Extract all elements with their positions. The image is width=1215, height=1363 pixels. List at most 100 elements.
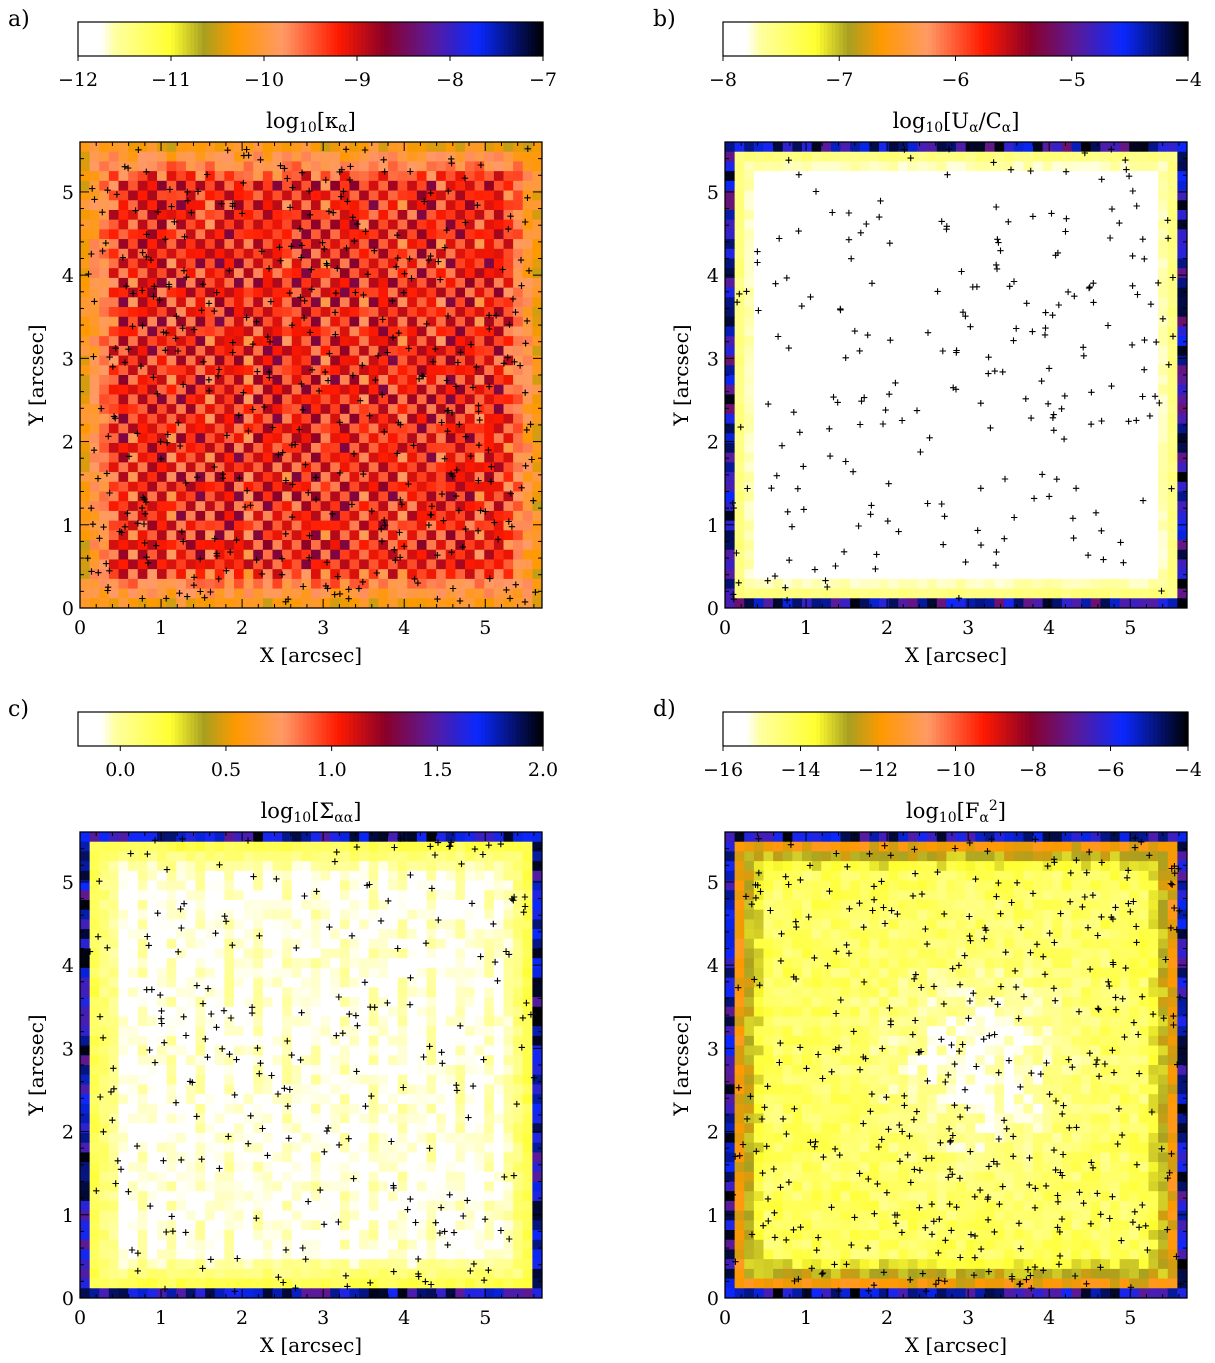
panel-a-heatmap-cell	[243, 501, 254, 512]
panel-b-heatmap-cell	[984, 200, 996, 211]
panel-a-heatmap-cell	[426, 336, 437, 347]
panel-a-heatmap-cell	[522, 229, 533, 240]
panel-a-heatmap-cell	[147, 229, 158, 240]
panel-a-heatmap-cell	[378, 268, 389, 279]
panel-b-heatmap-cell	[1023, 481, 1034, 492]
panel-a-heatmap-cell	[416, 277, 428, 289]
panel-a-heatmap-cell	[214, 404, 225, 415]
panel-a-heatmap-cell	[388, 316, 399, 327]
panel-b-heatmap-cell	[830, 442, 842, 454]
panel-a-heatmap-cell	[147, 491, 158, 502]
panel-a-heatmap-cell	[532, 200, 543, 211]
panel-a-heatmap-cell	[465, 530, 476, 541]
panel-b-heatmap-cell	[879, 336, 890, 347]
panel-b-heatmap-cell	[811, 248, 822, 259]
panel-a-heatmap-cell	[166, 404, 177, 415]
panel-b-heatmap-cell	[1167, 394, 1178, 405]
panel-b-heatmap-cell	[1119, 200, 1130, 211]
panel-a-heatmap-cell	[301, 501, 312, 512]
panel-a-plus-marker	[223, 567, 230, 574]
panel-a-heatmap-cell	[532, 229, 543, 240]
panel-b-heatmap-cell	[1061, 190, 1073, 201]
panel-b-heatmap-cell	[830, 462, 842, 473]
panel-a-plus-marker	[332, 331, 339, 338]
panel-a-heatmap-cell	[128, 365, 139, 376]
panel-b-heatmap-cell	[859, 142, 870, 153]
panel-a-heatmap-cell	[378, 510, 389, 522]
panel-b-heatmap-cell	[1071, 394, 1082, 405]
panel-a-heatmap-cell	[291, 161, 302, 172]
panel-b-heatmap-cell	[763, 423, 774, 434]
panel-b-heatmap-cell	[1138, 258, 1150, 269]
panel-a-heatmap-cell	[311, 248, 322, 259]
panel-b-heatmap-cell	[1119, 142, 1130, 153]
panel-b-heatmap-cell	[840, 142, 851, 153]
panel-a-plus-marker	[486, 325, 493, 333]
panel-b-heatmap-cell	[965, 355, 976, 366]
panel-a-heatmap-cell	[436, 268, 447, 279]
panel-b-title: log10[Uα/Cα]	[893, 109, 1020, 136]
panel-b-colorbar-swatch	[901, 22, 906, 56]
panel-b-heatmap-cell	[936, 239, 947, 250]
panel-a-heatmap-cell	[455, 307, 466, 318]
panel-b-colorbar-swatch	[746, 22, 751, 56]
panel-b-heatmap-cell	[859, 365, 870, 376]
panel-b-heatmap-cell	[1013, 442, 1024, 454]
panel-a-plus-marker	[336, 419, 343, 426]
panel-b-heatmap-cell	[1033, 209, 1044, 221]
panel-b-heatmap-cell	[1033, 345, 1044, 357]
panel-a-heatmap-cell	[147, 510, 158, 522]
panel-a-heatmap-cell	[474, 258, 485, 269]
panel-b-colorbar-swatch	[734, 22, 740, 56]
panel-b-heatmap-cell	[773, 394, 784, 405]
panel-a-heatmap-cell	[118, 491, 129, 502]
panel-a-plus-marker	[381, 522, 389, 529]
panel-a-heatmap-cell	[301, 491, 312, 502]
panel-b-heatmap-cell	[830, 316, 842, 327]
panel-b-heatmap-cell	[975, 423, 986, 434]
panel-b-heatmap-cell	[907, 239, 919, 250]
panel-b-heatmap-cell	[936, 258, 947, 269]
panel-a-heatmap-cell	[455, 219, 466, 230]
panel-b-heatmap-cell	[1061, 472, 1073, 483]
panel-b-heatmap-cell	[773, 501, 784, 512]
panel-b-heatmap-cell	[1158, 472, 1169, 483]
panel-b-heatmap-cell	[1110, 171, 1121, 182]
panel-b-heatmap-cell	[879, 268, 890, 279]
panel-b-colorbar-swatch	[1168, 22, 1174, 56]
panel-a-heatmap-cell	[445, 355, 456, 366]
panel-a-heatmap-cell	[465, 151, 476, 162]
panel-a-heatmap-cell	[320, 510, 331, 522]
panel-a-heatmap-cell	[185, 578, 197, 590]
panel-a-heatmap-cell	[397, 452, 408, 463]
panel-b-heatmap-cell	[1167, 307, 1178, 318]
panel-a-plus-marker	[373, 569, 380, 577]
panel-b-heatmap-cell	[936, 307, 947, 318]
panel-b-heatmap-cell	[879, 287, 890, 298]
panel-a-heatmap-cell	[205, 540, 216, 551]
panel-b-heatmap-cell	[975, 472, 986, 483]
panel-a-heatmap-cell	[118, 559, 129, 570]
panel-b-heatmap-cell	[1110, 491, 1121, 502]
panel-b-heatmap-cell	[725, 365, 736, 376]
panel-a-heatmap-cell	[426, 540, 437, 551]
panel-a-heatmap-cell	[522, 569, 533, 580]
panel-a-heatmap-cell	[513, 433, 524, 444]
panel-b-heatmap-cell	[1061, 161, 1073, 172]
panel-a-heatmap-cell	[513, 161, 524, 172]
panel-a-plus-marker	[211, 463, 218, 471]
panel-a-heatmap-cell	[436, 355, 447, 366]
panel-b-heatmap-cell	[1052, 287, 1063, 298]
panel-a-plus-marker	[181, 233, 188, 240]
panel-a-heatmap-cell	[349, 151, 360, 162]
panel-a-heatmap-cell	[426, 229, 437, 240]
panel-a-plus-marker	[492, 312, 500, 319]
panel-a-heatmap-cell	[378, 549, 389, 560]
panel-a-colorbar-frame	[77, 21, 544, 57]
panel-a-heatmap-cell	[99, 501, 110, 512]
panel-a-heatmap-cell	[426, 433, 437, 444]
panel-b-heatmap-cell	[1119, 375, 1130, 386]
panel-a-heatmap-cell	[311, 481, 322, 492]
panel-b-heatmap-cell	[1119, 190, 1130, 201]
panel-a-heatmap-cell	[137, 190, 148, 201]
